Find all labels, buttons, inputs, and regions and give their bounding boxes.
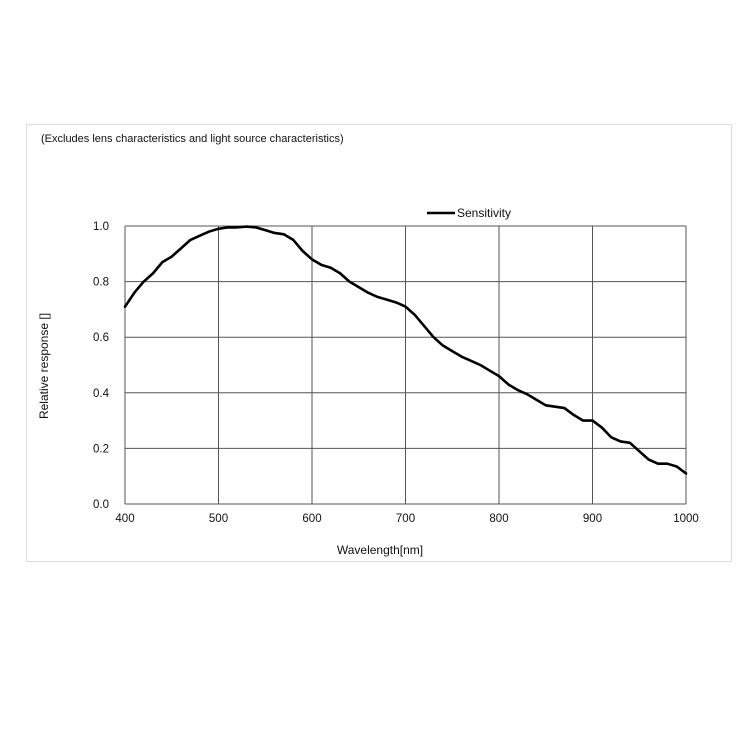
x-axis-label: Wavelength[nm] — [337, 543, 423, 557]
y-tick-label: 0.2 — [93, 443, 109, 455]
x-tick-label: 1000 — [673, 513, 699, 525]
sensitivity-chart: (Excludes lens characteristics and light… — [37, 133, 699, 557]
x-tick-label: 800 — [489, 513, 508, 525]
x-tick-label: 600 — [302, 513, 321, 525]
chart-panel: (Excludes lens characteristics and light… — [26, 124, 732, 562]
series-line-sensitivity — [123, 225, 688, 475]
x-tick-label: 900 — [583, 513, 602, 525]
y-tick-label: 0.0 — [93, 499, 109, 511]
x-tick-label: 400 — [115, 513, 134, 525]
y-axis-label: Relative response [] — [37, 313, 51, 419]
grid — [124, 225, 687, 505]
legend-label-sensitivity: Sensitivity — [457, 206, 511, 220]
series-layer — [123, 225, 688, 475]
x-tick-label: 700 — [396, 513, 415, 525]
x-tick-label: 500 — [209, 513, 228, 525]
tick-labels: 400 500 600 700 800 900 1000 0.0 0.2 0.4 0.6 0.8 1.0 — [93, 221, 699, 525]
legend: Sensitivity — [427, 206, 511, 220]
y-tick-label: 1.0 — [93, 221, 109, 233]
chart-note: (Excludes lens characteristics and light… — [41, 133, 344, 145]
y-tick-label: 0.4 — [93, 388, 110, 400]
y-tick-label: 0.6 — [93, 332, 109, 344]
y-tick-label: 0.8 — [93, 277, 109, 289]
